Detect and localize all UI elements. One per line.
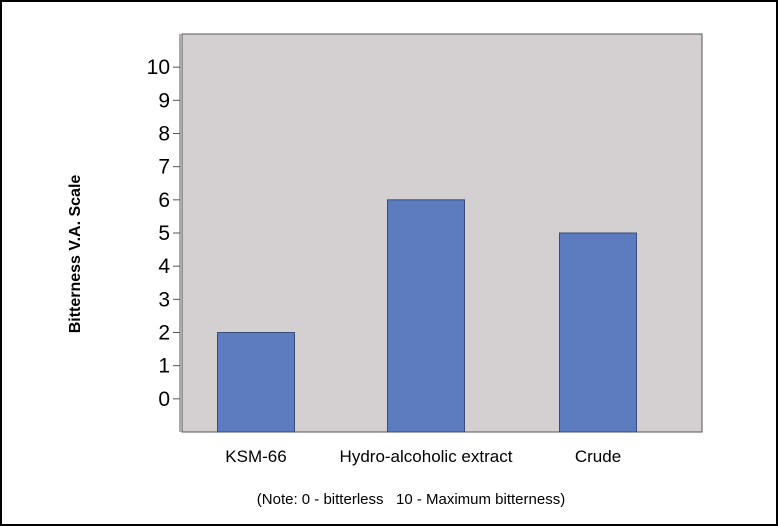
y-tick-label: 2 (158, 322, 170, 345)
y-tick-label: 3 (158, 288, 170, 311)
category-labels: KSM-66 Hydro-alcoholic extract Crude (225, 447, 621, 466)
chart-note: (Note: 0 - bitterless 10 - Maximum bitte… (257, 491, 565, 508)
bar-hydro-alcoholic-extract (387, 199, 465, 433)
y-tick-label: 0 (158, 388, 170, 411)
y-tick-label: 9 (158, 89, 170, 112)
category-label: Crude (575, 447, 621, 466)
y-tick-label: 6 (158, 189, 170, 212)
y-tick-label: 1 (158, 355, 170, 378)
y-tick-label: 7 (158, 156, 170, 179)
y-tick-label: 10 (147, 56, 170, 79)
bar-ksm-66 (217, 332, 295, 433)
y-tick-label: 5 (158, 222, 170, 245)
y-axis-label: Bitterness V.A. Scale (67, 175, 84, 334)
y-ticks: 0 1 2 3 4 5 6 7 8 9 10 (147, 56, 180, 411)
category-label: KSM-66 (225, 447, 286, 466)
y-tick-label: 4 (158, 255, 170, 278)
bar-crude (559, 232, 637, 433)
category-label: Hydro-alcoholic extract (340, 447, 513, 466)
bars (217, 199, 637, 433)
y-tick-label: 8 (158, 123, 170, 146)
